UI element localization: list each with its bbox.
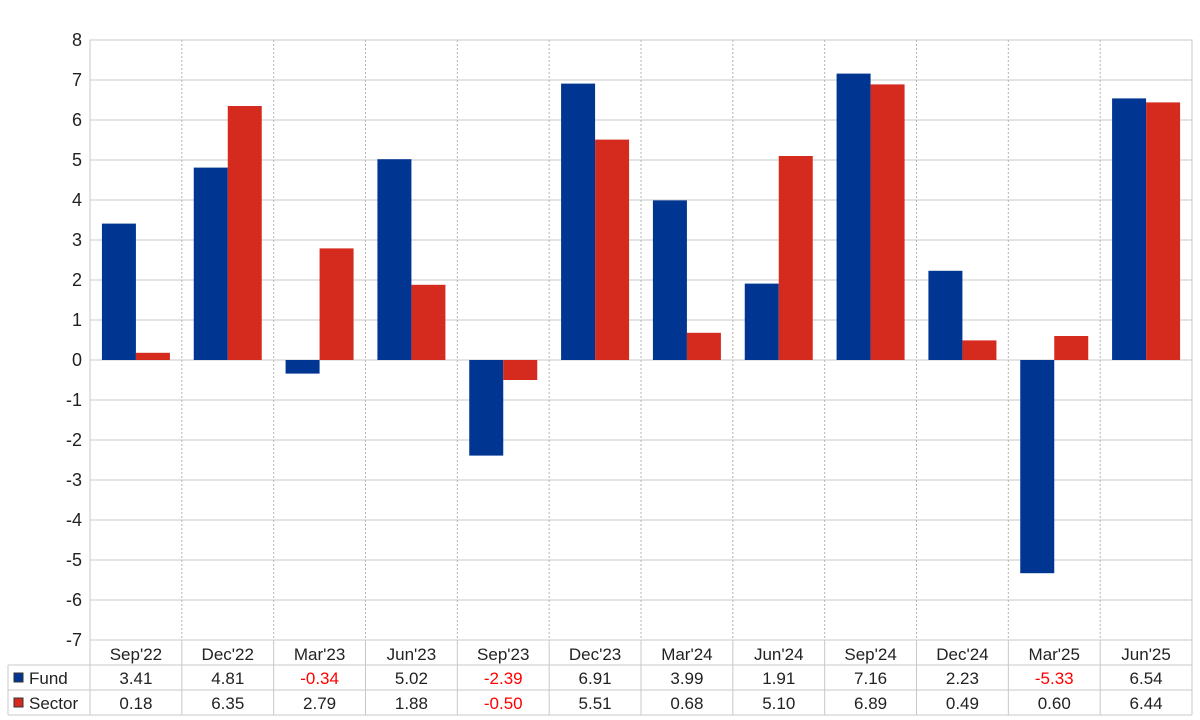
data-label-sector: 6.44 [1130,694,1163,713]
bar-fund [744,283,779,360]
bar-sector [411,284,446,360]
data-label-fund: -0.34 [300,669,339,688]
x-tick-label: Jun'25 [1121,645,1171,664]
bar-sector [870,84,905,361]
y-tick-label: -5 [66,550,82,570]
data-label-fund: 2.23 [946,669,979,688]
legend-label-fund: Fund [29,669,68,688]
x-tick-label: Dec'22 [202,645,254,664]
legend-label-sector: Sector [29,694,78,713]
bar-fund [652,200,687,360]
bar-fund [101,223,136,360]
bar-fund [469,360,504,456]
x-tick-label: Sep'23 [477,645,529,664]
data-label-fund: -5.33 [1035,669,1074,688]
bar-sector [503,360,538,380]
data-label-fund: 3.41 [119,669,152,688]
bar-fund [193,167,228,360]
data-label-sector: 0.60 [1038,694,1071,713]
y-tick-label: 2 [72,270,82,290]
x-tick-label: Mar'24 [661,645,712,664]
y-tick-label: 8 [72,30,82,50]
data-label-sector: 0.49 [946,694,979,713]
data-label-sector: 1.88 [395,694,428,713]
data-label-fund: 6.54 [1130,669,1163,688]
bars [101,73,1181,574]
x-tick-label: Jun'23 [387,645,437,664]
y-tick-label: -7 [66,630,82,650]
data-table: Sep'22 Dec'22 Mar'23 Jun'23 Sep'23 Dec'23 Mar'… [7,639,1193,716]
y-axis: 8 7 6 5 4 3 2 1 0 -1 -2 -3 -4 -5 -6 -7 [66,30,82,650]
x-tick-label: Jun'24 [754,645,804,664]
bar-fund [1020,360,1055,574]
bar-sector [319,248,354,360]
y-tick-label: 6 [72,110,82,130]
data-label-fund: 4.81 [211,669,244,688]
bar-fund [285,360,320,374]
bar-fund [1112,98,1147,361]
y-tick-label: 3 [72,230,82,250]
bar-sector [962,340,997,360]
data-label-sector: 6.35 [211,694,244,713]
data-label-sector: -0.50 [484,694,523,713]
x-tick-label: Sep'22 [110,645,162,664]
data-label-sector: 0.68 [670,694,703,713]
data-label-fund: 7.16 [854,669,887,688]
data-label-fund: 3.99 [670,669,703,688]
y-tick-label: 0 [72,350,82,370]
y-tick-label: -4 [66,510,82,530]
bar-sector [778,156,813,360]
bar-fund [836,73,871,360]
y-tick-label: 4 [72,190,82,210]
bar-fund [377,159,412,360]
grid-lines [89,39,1193,641]
x-tick-label: Sep'24 [844,645,896,664]
data-label-sector: 5.10 [762,694,795,713]
x-tick-label: Dec'24 [936,645,988,664]
x-tick-label: Mar'23 [294,645,345,664]
data-label-sector: 0.18 [119,694,152,713]
y-tick-label: 7 [72,70,82,90]
y-tick-label: 5 [72,150,82,170]
data-label-sector: 6.89 [854,694,887,713]
bar-sector [135,352,170,360]
data-label-sector: 2.79 [303,694,336,713]
data-label-fund: 6.91 [579,669,612,688]
legend-swatch-fund [13,672,24,683]
y-tick-label: -1 [66,390,82,410]
bar-sector [686,332,721,360]
y-tick-label: 1 [72,310,82,330]
bar-sector [1054,336,1089,360]
data-label-sector: 5.51 [579,694,612,713]
data-label-fund: 5.02 [395,669,428,688]
data-label-fund: -2.39 [484,669,523,688]
x-tick-label: Mar'25 [1029,645,1080,664]
y-tick-label: -6 [66,590,82,610]
bar-fund [561,83,596,360]
y-tick-label: -3 [66,470,82,490]
x-tick-label: Dec'23 [569,645,621,664]
legend-swatch-sector [13,697,24,708]
data-label-fund: 1.91 [762,669,795,688]
y-tick-label: -2 [66,430,82,450]
bar-sector [595,139,630,360]
bar-fund [928,270,963,360]
bar-sector [227,106,262,360]
bar-sector [1146,102,1181,361]
